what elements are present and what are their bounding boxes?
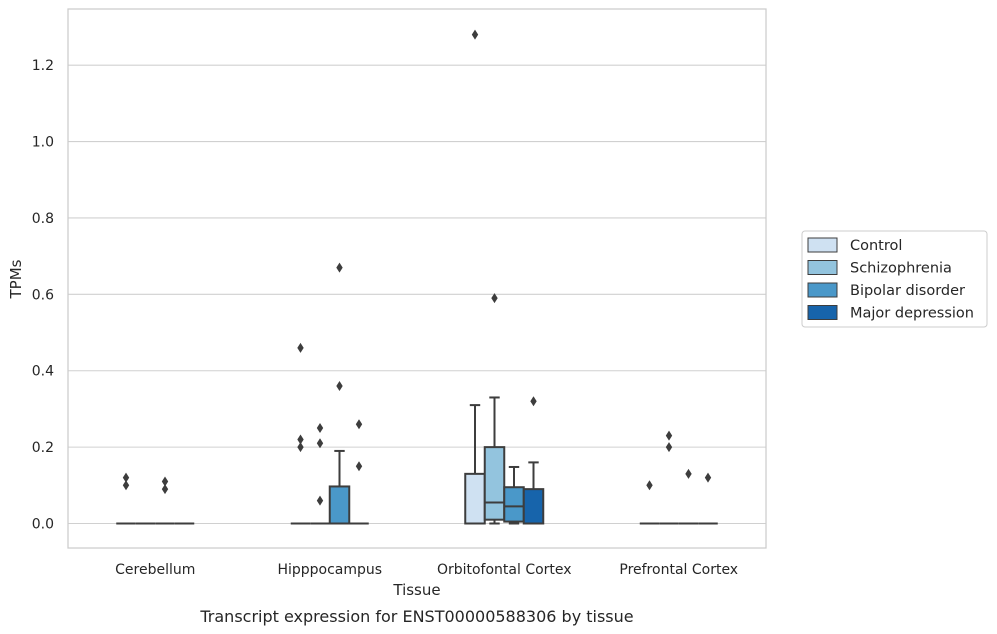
- outlier-point: [161, 484, 169, 495]
- outlier-point: [355, 461, 363, 472]
- legend-swatch: [807, 260, 838, 275]
- legend-label: Schizophrenia: [850, 261, 952, 277]
- box-control: [290, 342, 311, 525]
- box-major-depression: [522, 396, 545, 525]
- outlier-point: [685, 468, 692, 479]
- y-tick-label: 0.2: [32, 440, 54, 456]
- outlier-point: [665, 430, 673, 441]
- legend-swatch: [807, 305, 838, 320]
- outlier-point: [530, 396, 537, 407]
- box-major-depression: [698, 472, 718, 525]
- legend-swatch: [807, 237, 838, 253]
- box-bipolar-disorder: [328, 262, 351, 525]
- outlier-point: [665, 442, 673, 453]
- x-tick-label: Hipppocampus: [277, 562, 382, 578]
- box-body: [483, 446, 506, 521]
- x-tick-label: Cerebellum: [115, 562, 195, 578]
- legend: Control Schizophrenia Bipolar disorder Majo…: [801, 230, 988, 328]
- y-tick-label: 0.8: [32, 211, 54, 227]
- outlier-point: [471, 29, 479, 40]
- outlier-point: [297, 434, 304, 445]
- box-body: [328, 485, 351, 525]
- outlier-point: [316, 438, 324, 449]
- y-axis-ticks: 0.0 0.2 0.4 0.6 0.8 1.0 1.2: [32, 58, 54, 532]
- outlier-point: [316, 423, 324, 434]
- x-tick-label: Prefrontal Cortex: [619, 562, 738, 578]
- box-bipolar-disorder: [503, 465, 525, 525]
- outlier-point: [297, 342, 304, 353]
- box-major-depression: [349, 419, 369, 525]
- box-bipolar-disorder: [155, 476, 175, 525]
- box-body: [522, 488, 545, 525]
- box-schizophrenia: [659, 430, 679, 525]
- x-tick-label: Orbitofontal Cortex: [437, 562, 572, 578]
- x-axis-label: Tissue: [392, 581, 440, 599]
- outlier-point: [336, 262, 343, 273]
- plot-frame: [67, 8, 767, 549]
- outlier-point: [355, 419, 363, 430]
- y-tick-label: 0.0: [32, 517, 54, 533]
- outlier-point: [161, 476, 169, 487]
- outlier-point: [491, 293, 498, 304]
- box-control: [464, 29, 486, 525]
- box-schizophrenia: [483, 293, 506, 525]
- outlier-point: [122, 480, 130, 491]
- box-schizophrenia: [310, 423, 330, 525]
- chart-caption: Transcript expression for ENST0000058830…: [199, 607, 633, 626]
- box-control: [639, 480, 660, 525]
- outlier-point: [646, 480, 653, 491]
- outlier-point: [336, 381, 343, 392]
- legend-label: Major depression: [850, 306, 974, 322]
- legend-swatch: [807, 282, 838, 298]
- outlier-point: [704, 472, 712, 483]
- grid-lines: [68, 64, 766, 525]
- y-tick-label: 1.2: [32, 58, 54, 74]
- outlier-point: [122, 472, 130, 483]
- y-tick-label: 1.0: [32, 135, 54, 151]
- box-body: [464, 472, 486, 525]
- outlier-point: [316, 495, 324, 506]
- box-control: [116, 472, 136, 525]
- outlier-point: [297, 442, 304, 453]
- y-tick-label: 0.6: [32, 287, 54, 303]
- box-body: [503, 486, 525, 523]
- legend-label: Bipolar disorder: [850, 283, 965, 299]
- y-axis-label: TPMs: [7, 259, 25, 299]
- legend-frame: [801, 230, 988, 328]
- x-axis-ticks: Cerebellum Hipppocampus Orbitofontal Corte…: [115, 562, 738, 578]
- y-tick-label: 0.4: [32, 364, 54, 380]
- box-plot-area: [116, 29, 718, 525]
- box-bipolar-disorder: [678, 468, 699, 525]
- legend-label: Control: [850, 238, 902, 254]
